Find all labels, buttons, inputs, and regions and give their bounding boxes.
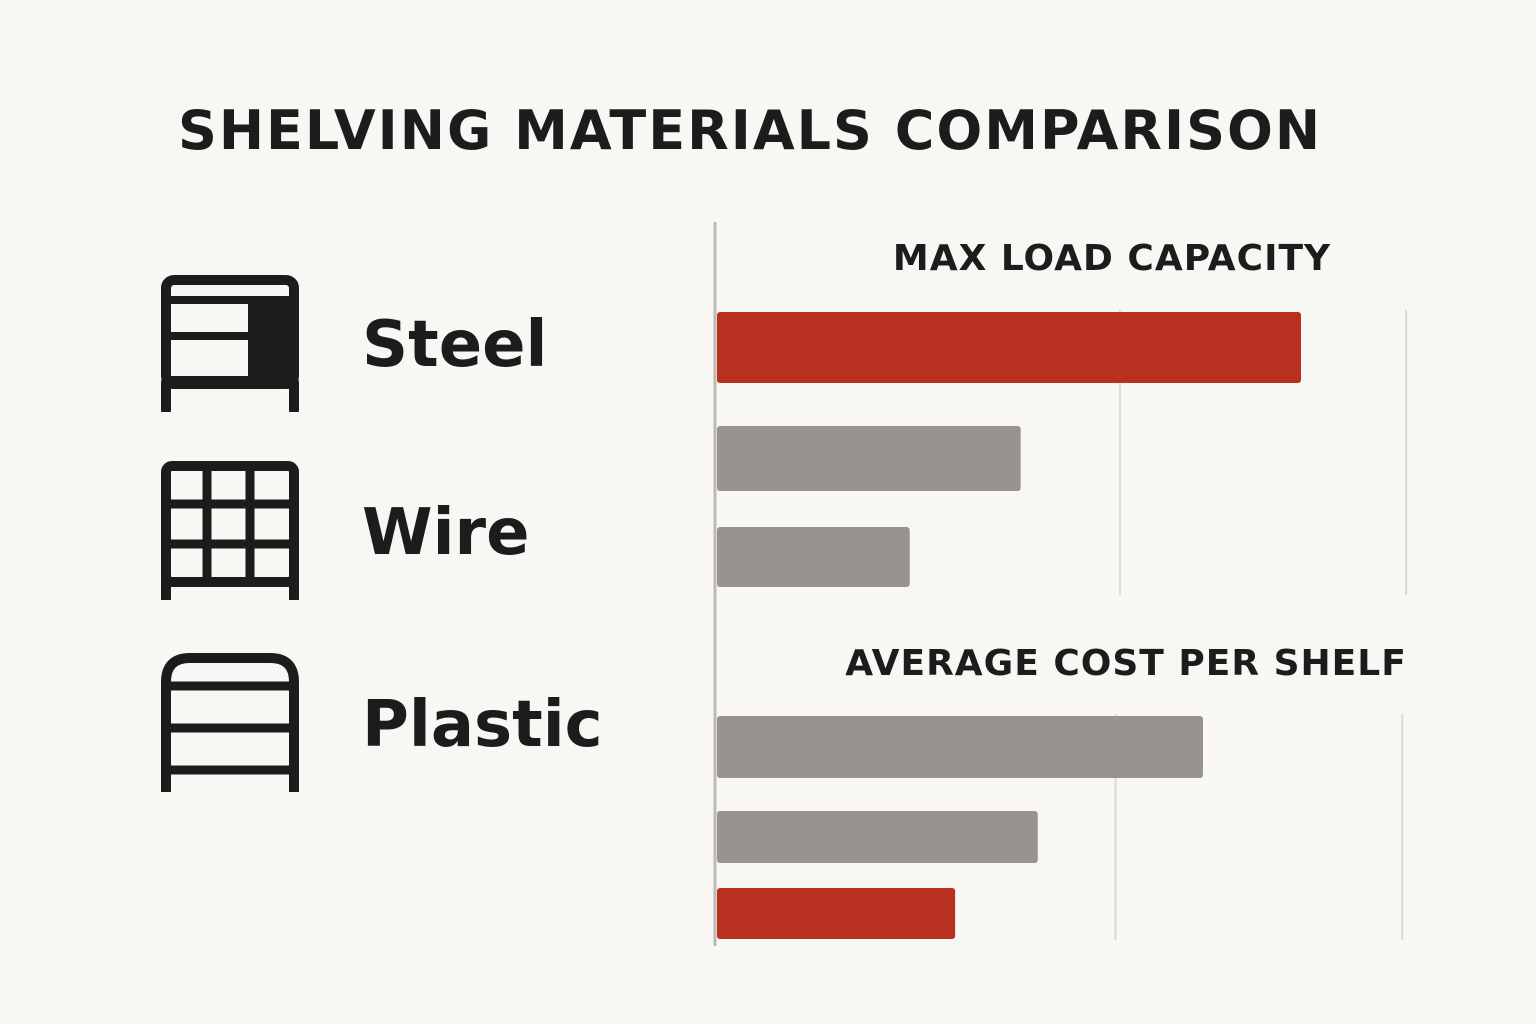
bar-wire <box>717 811 1038 863</box>
plastic-shelf-icon <box>161 653 299 792</box>
panel-title-load: MAX LOAD CAPACITY <box>893 238 1331 279</box>
material-row-steel: Steel <box>160 272 640 412</box>
bar-plastic <box>717 527 910 587</box>
bar-steel <box>717 716 1203 778</box>
panel-average-cost <box>717 714 1404 940</box>
bar-plastic <box>717 888 956 939</box>
material-label-plastic: Plastic <box>362 688 603 762</box>
steel-shelf-icon <box>161 275 299 412</box>
bar-steel <box>717 312 1301 383</box>
material-row-plastic: Plastic <box>160 652 640 792</box>
bar-wire <box>717 426 1021 491</box>
panel-load-capacity <box>717 310 1408 595</box>
material-row-wire: Wire <box>160 460 640 600</box>
material-label-steel: Steel <box>362 308 548 382</box>
material-label-wire: Wire <box>362 496 530 570</box>
panel-title-cost: AVERAGE COST PER SHELF <box>845 643 1407 684</box>
wire-shelf-icon <box>161 461 299 600</box>
page-title: SHELVING MATERIALS COMPARISON <box>177 99 1323 162</box>
